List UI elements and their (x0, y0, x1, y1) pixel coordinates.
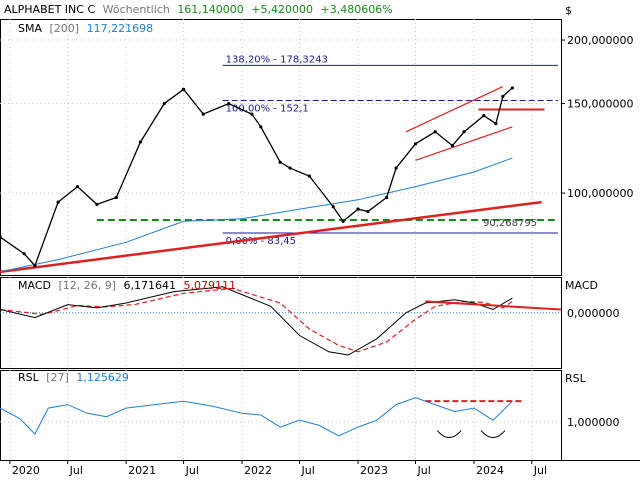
sma-label: SMA (18, 22, 42, 35)
price-point (356, 207, 360, 211)
x-tick-label: 2022 (244, 464, 272, 477)
price-point (462, 130, 466, 134)
price-point (33, 264, 37, 268)
rsl-label: RSL (18, 371, 39, 384)
period-label: Wöchentlich (102, 3, 170, 16)
fib-level-label: 0,00% - 83,45 (226, 236, 296, 247)
price-point (450, 143, 454, 148)
price-point (95, 202, 99, 207)
price-point (162, 101, 166, 106)
price-point (56, 200, 60, 204)
change-pct: +3,480606% (320, 3, 393, 16)
price-point (259, 125, 263, 129)
fib-level-label: 100,00% - 152,1 (226, 103, 309, 114)
price-point (250, 112, 254, 116)
price-point (75, 184, 80, 189)
price-point (501, 94, 505, 98)
macd-line (0, 286, 513, 356)
rsl-value: 1,125629 (76, 371, 129, 384)
macd-panel-title: MACD (565, 279, 598, 292)
x-tick-label: Jul (417, 464, 431, 477)
price-point (366, 209, 370, 214)
price-point (413, 142, 418, 146)
price-point (433, 130, 437, 134)
x-tick-label: 2024 (476, 464, 504, 477)
rsl-panel-frame (0, 370, 562, 461)
price-point (510, 86, 514, 90)
price-point (385, 195, 389, 200)
price-point (227, 101, 231, 106)
macd-header: MACD [12, 26, 9] 6,171641 5,079111 (4, 279, 240, 292)
price-point (0, 235, 2, 239)
price-point (288, 166, 292, 170)
price-panel-frame (0, 19, 562, 276)
sma-params: [200] (49, 22, 80, 35)
x-tick-label: Jul (533, 464, 547, 477)
y-tick-label: 100,000000 (567, 187, 633, 200)
change-abs: +5,420000 (251, 3, 313, 16)
price-point (22, 252, 26, 256)
rsl-params: [27] (46, 371, 69, 384)
price-point (482, 114, 486, 118)
price-point (494, 121, 498, 126)
x-tick-label: 2023 (360, 464, 388, 477)
macd-label: MACD (18, 279, 51, 292)
sma-line (0, 157, 513, 273)
fib-level-label: 138,20% - 178,3243 (226, 54, 328, 65)
rsl-bottom-arc (480, 430, 506, 439)
channel-upper-line (405, 86, 504, 133)
price-point (278, 160, 282, 164)
macd-signal-line (0, 287, 513, 353)
y-tick-label: 200,000000 (567, 34, 633, 47)
x-tick-label: Jul (69, 464, 83, 477)
macd-value-2: 5,079111 (183, 279, 237, 292)
price-value: 161,140000 (177, 3, 244, 16)
macd-value-1: 6,171641 (123, 279, 177, 292)
rsl-line (0, 397, 513, 437)
price-point (307, 174, 312, 178)
price-header: ALPHABET INC C Wöchentlich 161,140000 +5… (4, 3, 397, 16)
price-point (341, 219, 345, 223)
y-tick-label: 1,000000 (567, 416, 620, 429)
x-tick-label: Jul (301, 464, 315, 477)
price-point (114, 195, 118, 200)
sma-value: 117,221698 (86, 22, 154, 35)
rsl-panel-title: RSL (565, 372, 587, 385)
sma-header: SMA [200] 117,221698 (4, 22, 157, 35)
y-tick-label: 0,000000 (567, 307, 620, 320)
rsl-header: RSL [27] 1,125629 (4, 371, 133, 384)
macd-params: [12, 26, 9] (58, 279, 117, 292)
currency-symbol: $ (565, 4, 572, 17)
x-tick-label: 2020 (12, 464, 40, 477)
trend-line (0, 200, 542, 274)
rsl-bottom-arc (436, 430, 462, 439)
x-tick-label: Jul (185, 464, 199, 477)
price-point (394, 166, 398, 170)
trend-value-label: 90,268795 (483, 218, 537, 229)
symbol-label: ALPHABET INC C (4, 3, 96, 16)
price-point (201, 112, 205, 116)
macd-panel-frame (0, 277, 562, 369)
price-point (331, 205, 335, 209)
price-point (182, 87, 186, 91)
y-tick-label: 150,000000 (567, 98, 633, 111)
channel-lower-line (415, 126, 513, 161)
macd-trend-line (425, 300, 562, 311)
x-tick-label: 2021 (128, 464, 156, 477)
price-point (138, 140, 143, 144)
